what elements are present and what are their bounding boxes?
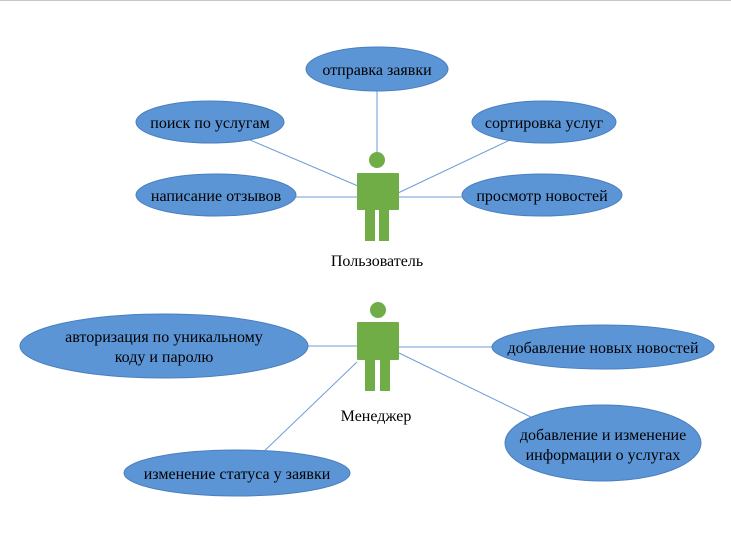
use-case-label: просмотр новостей <box>476 188 608 205</box>
actor-user: Пользователь <box>331 152 423 270</box>
use-case-label-line2: коду и паролю <box>115 349 214 366</box>
use-case-write-reviews: написание отзывов <box>135 173 297 217</box>
use-case-label: написание отзывов <box>151 188 282 205</box>
actor-label-manager: Менеджер <box>341 408 412 425</box>
user-connectors <box>249 90 511 198</box>
use-case-view-news: просмотр новостей <box>461 173 623 217</box>
use-case-label: отправка заявки <box>322 62 432 79</box>
use-case-sort-services: сортировка услуг <box>471 100 617 144</box>
use-case-add-news: добавление новых новостей <box>491 324 715 370</box>
use-case-label-line2: информации о услугах <box>526 447 681 464</box>
use-case-authorization: авторизация по уникальному коду и паролю <box>19 313 309 379</box>
person-icon <box>357 302 399 391</box>
connector-user-search <box>249 139 359 187</box>
connector-manager-edit-services <box>398 352 538 421</box>
use-case-send-request: отправка заявки <box>305 46 449 92</box>
use-case-search-services: поиск по услугам <box>135 100 285 144</box>
use-case-change-status: изменение статуса у заявки <box>123 449 351 497</box>
actor-label-user: Пользователь <box>331 253 423 270</box>
use-case-label: добавление новых новостей <box>507 340 699 357</box>
use-case-edit-services: добавление и изменение информации о услу… <box>504 404 702 482</box>
connector-manager-status <box>256 361 358 459</box>
person-icon <box>357 152 399 241</box>
use-case-label: изменение статуса у заявки <box>144 466 331 483</box>
use-case-label: сортировка услуг <box>485 115 604 132</box>
top-border <box>0 0 731 1</box>
use-case-label-line1: авторизация по уникальному <box>65 329 263 346</box>
actor-manager: Менеджер <box>341 302 412 425</box>
manager-connectors <box>256 345 538 459</box>
use-case-label: поиск по услугам <box>150 115 269 132</box>
use-case-label-line1: добавление и изменение <box>520 427 686 444</box>
connector-user-sort <box>397 139 511 194</box>
